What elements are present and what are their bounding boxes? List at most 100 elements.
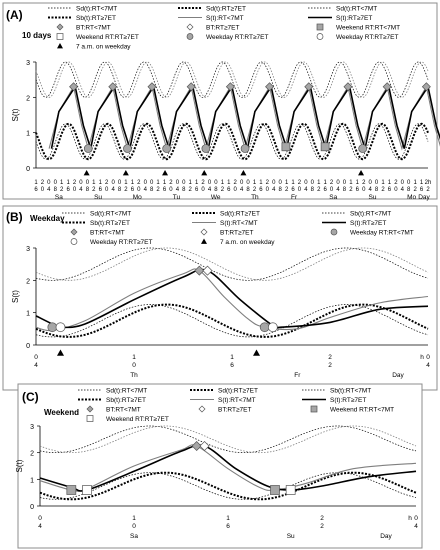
x-tick-label: 1 (163, 180, 167, 186)
x-tick-label: 2 (317, 187, 321, 193)
x-tick-label: 6 (420, 187, 424, 193)
x-tick-label: 6 (388, 187, 392, 193)
panel-b-legend: Sd(t):RT<7MT Sd(t):RT≥7ET Sb(t):RT<7MT Sb(t… (62, 211, 414, 246)
legend-marker-swatch (198, 405, 206, 413)
x-tick-label: 1 (99, 180, 103, 186)
rise-marker (259, 322, 270, 333)
x-tick-label: 0 (73, 187, 77, 193)
sd-curve-rt-ge-7et (35, 61, 429, 98)
day-label: Day (380, 533, 392, 540)
day-label: Day (392, 372, 404, 379)
x-tick-label: 1 (156, 180, 160, 186)
x-tick-label: 0 (38, 515, 42, 522)
x-tick-label: 4 (304, 187, 308, 193)
x-tick-label: 2h (425, 180, 432, 186)
x-tick-label: 4 (47, 187, 51, 193)
y-tick-label: 2 (30, 451, 34, 458)
rise-marker (47, 322, 58, 333)
seven-am-marker (201, 170, 208, 176)
x-tick-label: 8 (214, 187, 218, 193)
x-tick-label: 0 (394, 187, 398, 193)
y-tick-label: 0 (30, 504, 34, 511)
bedtime-marker (191, 441, 202, 451)
x-tick-label: 0 (330, 187, 334, 193)
legend-label: Sb(t):RT<7MT (330, 388, 371, 395)
legend-label: Weekend RT:RT<7MT (336, 25, 400, 32)
legend-label: Sd(t):RT<7MT (336, 6, 377, 13)
x-tick-label: 8 (54, 187, 58, 193)
x-tick-label: 1 (92, 180, 96, 186)
legend-label: Weekday RT:RT≥7ET (336, 34, 398, 41)
x-tick-label: 1 (291, 180, 295, 186)
x-tick-label: 2 (60, 187, 64, 193)
x-tick-label: 1 (132, 515, 136, 522)
x-tick-label: 8 (118, 187, 122, 193)
x-tick-label: 2 (349, 187, 353, 193)
x-tick-label: 1 (285, 180, 289, 186)
x-tick-label: 0 (144, 180, 148, 186)
legend-label: Sd(t):RT<7MT (90, 211, 131, 218)
x-tick-label: 0 (336, 180, 340, 186)
x-tick-label: 0 (401, 180, 405, 186)
x-tick-label: 1 (420, 180, 424, 186)
x-tick-label: 0 (208, 180, 212, 186)
bedtime-marker (147, 82, 157, 92)
rise-marker (270, 485, 280, 495)
x-tick-label: 0 (304, 180, 308, 186)
x-tick-label: 2 (381, 187, 385, 193)
legend-label: BT:RT≥7ET (206, 25, 239, 32)
legend-label: S(t):RT≥7ET (336, 15, 372, 22)
bedtime-marker (194, 265, 205, 276)
x-tick-label: 0 (279, 180, 283, 186)
s-curve-rt-less-7mt (35, 268, 429, 332)
x-tick-label: 0 (407, 180, 411, 186)
weekend-rise-marker (281, 142, 291, 152)
x-tick-label: 1 (253, 180, 257, 186)
x-tick-label: 6 (324, 187, 328, 193)
seven-am-marker (83, 170, 90, 176)
seven-am-marker (57, 349, 64, 356)
rise-marker (55, 322, 66, 333)
x-tick-label: 6 (230, 362, 234, 369)
x-tick-label: 2 (201, 180, 205, 186)
x-tick-label: 4 (426, 362, 430, 369)
y-tick-label: 1 (26, 311, 30, 318)
bedtime-marker (421, 82, 431, 92)
x-tick-label: 8 (86, 187, 90, 193)
x-tick-label: 4 (368, 187, 372, 193)
panel-a: (A) 10 days Sd(t):RT<7MT Sd(t):RT≥7ET Sd(t… (2, 2, 440, 201)
x-tick-label: 0 (111, 180, 115, 186)
x-tick-label: 6 (291, 187, 295, 193)
legend-label: BT:RT<7MT (90, 230, 125, 237)
x-tick-label: 8 (150, 187, 154, 193)
bedtime-marker (69, 82, 79, 92)
weekday-rise-marker (162, 144, 172, 153)
legend-label: S(t):RT<7MT (218, 397, 256, 404)
x-tick-label: 2 (253, 187, 257, 193)
x-tick-label: 4 (208, 187, 212, 193)
legend-label: S(t):RT<7MT (220, 220, 258, 227)
x-tick-label: 0 (176, 180, 180, 186)
day-label: Su (287, 533, 295, 540)
x-tick-label: 6 (356, 187, 360, 193)
x-tick-label: 8 (407, 187, 411, 193)
panel-b-subtitle: Weekday (30, 214, 65, 223)
x-tick-label: 8 (182, 187, 186, 193)
panel-a-border (2, 2, 438, 200)
panel-a-legend: Sd(t):RT<7MT Sd(t):RT≥7ET Sd(t):RT<7MT Sb(t… (48, 6, 400, 51)
x-tick-label: 4 (176, 187, 180, 193)
x-tick-label: 2 (298, 180, 302, 186)
seven-am-marker (253, 349, 260, 356)
day-label: Fr (291, 194, 298, 201)
y-tick-label: 1 (30, 477, 34, 484)
x-tick-label: 0 (79, 180, 83, 186)
x-tick-label: 0 (246, 180, 250, 186)
seven-am-marker (162, 170, 169, 176)
x-tick-label: 0 (86, 180, 90, 186)
y-tick-label: 2 (26, 95, 30, 102)
legend-label: S(t):RT<7MT (206, 15, 244, 22)
legend-marker-swatch (200, 228, 208, 236)
legend-label: Weekday RT:RT≥7ET (206, 34, 268, 41)
y-axis-label: S(t) (11, 290, 20, 303)
legend-marker-swatch (86, 415, 94, 422)
